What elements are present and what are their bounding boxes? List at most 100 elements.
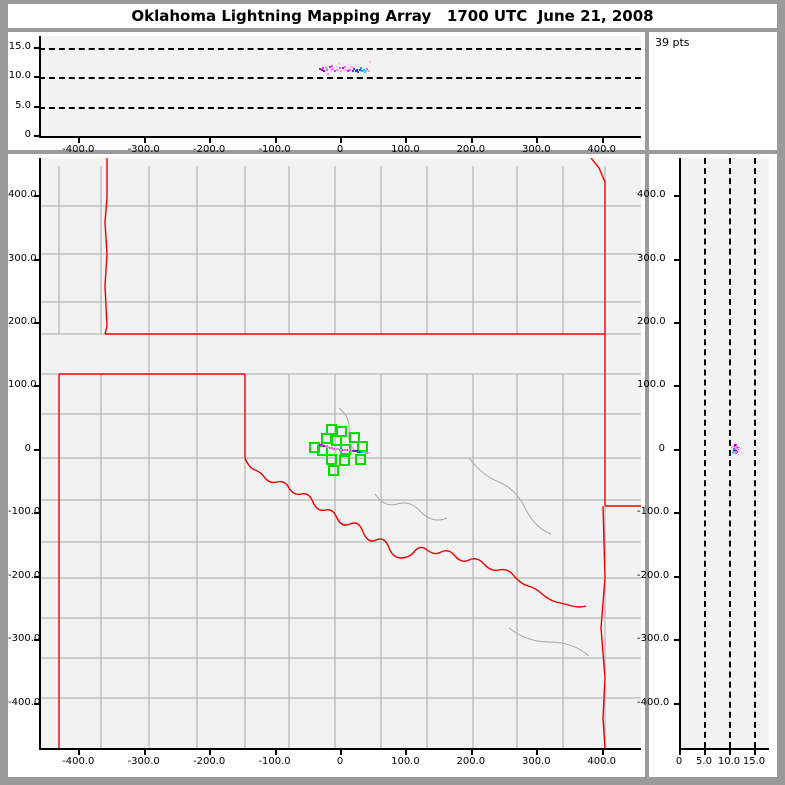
map-y-tick bbox=[34, 258, 39, 261]
gridline-altitude-10 bbox=[729, 158, 731, 748]
right-y-ticklabel: 200.0 bbox=[637, 315, 666, 327]
lightning-source bbox=[369, 452, 372, 454]
right-y-tick bbox=[674, 195, 679, 198]
map-y-ticklabel: -100.0 bbox=[8, 506, 41, 518]
lightning-source bbox=[357, 70, 360, 73]
lightning-source bbox=[335, 66, 338, 69]
map-y-tick bbox=[34, 512, 39, 515]
lightning-source bbox=[344, 449, 347, 452]
lightning-source bbox=[346, 70, 349, 73]
top-x-ticklabel: -100.0 bbox=[258, 144, 291, 155]
map-y-ticklabel: 300.0 bbox=[8, 252, 37, 264]
lightning-source bbox=[325, 445, 328, 448]
lightning-source bbox=[318, 67, 321, 70]
gridline-altitude-5 bbox=[39, 106, 641, 109]
map-x-ticklabel: 400.0 bbox=[587, 756, 617, 767]
lightning-source bbox=[323, 445, 326, 448]
top-y-axis bbox=[39, 36, 41, 136]
right-y-ticklabel: 0 bbox=[658, 442, 665, 454]
gridline-altitude-15 bbox=[754, 158, 756, 748]
lightning-source bbox=[350, 449, 353, 452]
top-x-ticklabel: 100.0 bbox=[391, 144, 420, 155]
gridline-altitude-5 bbox=[704, 158, 706, 748]
right-x-tick bbox=[704, 750, 706, 755]
lightning-source bbox=[321, 444, 324, 447]
lightning-source bbox=[731, 446, 733, 449]
lightning-source bbox=[320, 444, 323, 447]
top-y-tick bbox=[34, 105, 39, 108]
lightning-source bbox=[349, 69, 352, 72]
panel-plan-view-map: 400.0 300.0 200.0 100.0 0 -100.0 -200.0 -300.0 -… bbox=[8, 154, 645, 777]
map-x-tick bbox=[405, 750, 408, 755]
panel-north-south-vs-altitude: 400.0 300.0 200.0 100.0 0 -100.0 -200.0 -300.0 -… bbox=[637, 154, 777, 777]
lightning-source bbox=[352, 450, 355, 453]
lightning-source bbox=[331, 65, 334, 67]
lightning-source bbox=[736, 445, 738, 448]
map-y-tick bbox=[34, 321, 39, 324]
top-x-tick bbox=[143, 138, 146, 143]
title-bar: Oklahoma Lightning Mapping Array 1700 UT… bbox=[8, 4, 777, 28]
lightning-source bbox=[336, 448, 339, 451]
top-y-ticklabel: 10.0 bbox=[8, 70, 31, 82]
lightning-source bbox=[357, 450, 360, 453]
lightning-source bbox=[342, 69, 345, 72]
top-y-tick bbox=[34, 76, 39, 79]
state-borders bbox=[58, 158, 641, 748]
map-y-ticklabel: -200.0 bbox=[8, 569, 41, 581]
top-x-tick bbox=[209, 138, 212, 143]
map-x-tick bbox=[78, 750, 81, 755]
lightning-source bbox=[345, 68, 348, 71]
top-x-tick bbox=[601, 138, 604, 143]
lightning-source bbox=[363, 451, 366, 454]
lightning-source bbox=[336, 68, 339, 71]
gridline-altitude-10 bbox=[39, 77, 641, 80]
lma-station-marker bbox=[354, 453, 366, 465]
lightning-source bbox=[734, 445, 737, 448]
map-x-tick bbox=[601, 750, 604, 755]
top-plot-area[interactable] bbox=[39, 36, 641, 136]
lightning-source bbox=[333, 70, 336, 73]
map-x-tick bbox=[143, 750, 146, 755]
lightning-source bbox=[358, 69, 361, 72]
map-x-tick bbox=[274, 750, 277, 755]
map-plot-area[interactable] bbox=[39, 158, 641, 748]
lma-station-marker bbox=[328, 465, 340, 477]
lightning-source bbox=[339, 67, 341, 70]
lightning-source bbox=[735, 451, 737, 454]
map-x-ticklabel: -400.0 bbox=[62, 756, 95, 767]
lightning-source bbox=[367, 70, 370, 73]
right-y-ticklabel: 400.0 bbox=[637, 189, 666, 201]
right-x-ticklabel: 15.0 bbox=[742, 756, 766, 767]
lightning-source bbox=[323, 69, 326, 72]
lightning-source bbox=[340, 69, 343, 72]
lightning-source bbox=[354, 70, 357, 73]
top-x-ticklabel: 200.0 bbox=[456, 144, 486, 155]
map-x-ticklabel: 0 bbox=[336, 756, 344, 767]
right-x-tick bbox=[754, 750, 756, 755]
top-x-tick bbox=[340, 138, 342, 143]
map-y-ticklabel: 200.0 bbox=[8, 315, 37, 327]
lightning-source bbox=[349, 449, 352, 452]
lightning-source bbox=[353, 67, 356, 70]
lightning-source bbox=[362, 451, 365, 454]
lma-station-marker bbox=[331, 435, 343, 447]
lightning-source bbox=[329, 446, 332, 449]
map-x-tick bbox=[209, 750, 212, 755]
lightning-source bbox=[361, 451, 364, 454]
right-y-ticklabel: -100.0 bbox=[637, 506, 670, 518]
right-y-tick bbox=[674, 448, 679, 451]
map-x-ticklabel: -100.0 bbox=[258, 756, 291, 767]
lma-station-marker bbox=[325, 453, 337, 465]
map-y-ticklabel: -300.0 bbox=[8, 633, 41, 645]
map-x-ticklabel: -200.0 bbox=[193, 756, 226, 767]
lightning-source bbox=[736, 449, 739, 452]
page-title: Oklahoma Lightning Mapping Array 1700 UT… bbox=[131, 7, 654, 25]
lightning-source bbox=[345, 449, 348, 452]
right-plot-area[interactable] bbox=[679, 158, 769, 748]
lma-station-marker bbox=[320, 433, 332, 445]
right-y-ticklabel: 100.0 bbox=[637, 379, 666, 391]
right-y-ticklabel: -400.0 bbox=[637, 696, 670, 708]
lightning-source bbox=[328, 65, 331, 68]
lma-station-marker bbox=[338, 454, 350, 466]
